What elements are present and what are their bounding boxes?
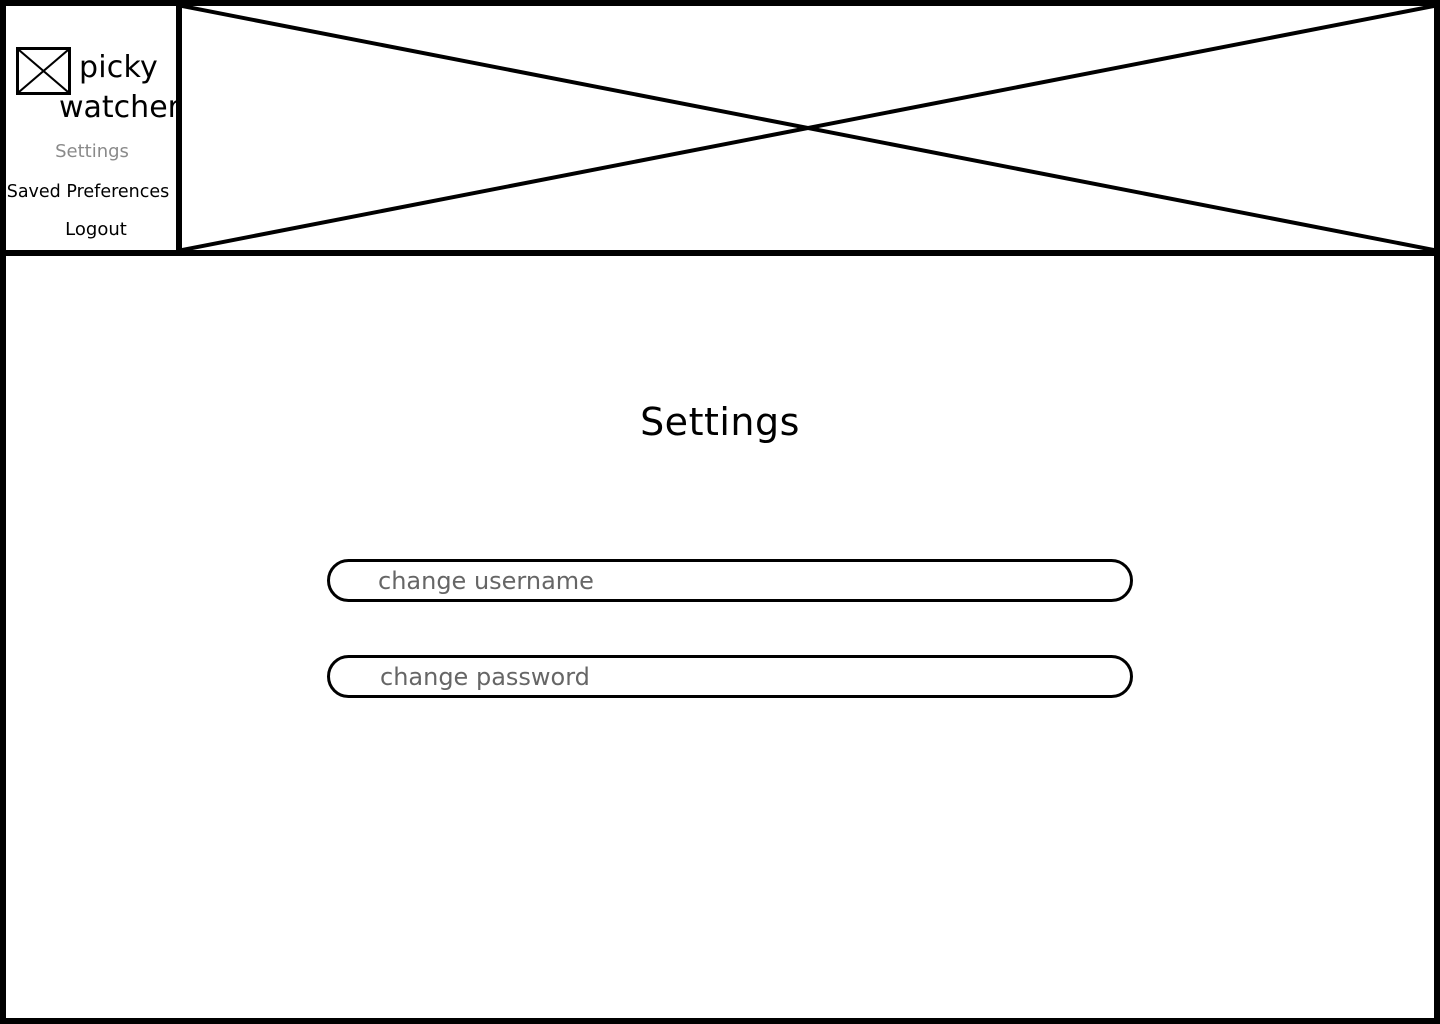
username-input[interactable]: [378, 562, 1098, 599]
sidebar-item-saved-preferences[interactable]: Saved Preferences: [6, 182, 170, 202]
password-field[interactable]: [327, 655, 1133, 698]
sidebar-item-settings[interactable]: Settings: [55, 141, 129, 162]
page-title: Settings: [640, 400, 800, 444]
header-divider: [0, 250, 1440, 256]
username-field[interactable]: [327, 559, 1133, 602]
brand-name-line-1: picky: [79, 50, 158, 85]
password-input[interactable]: [380, 658, 1100, 695]
image-placeholder-icon: [182, 6, 1434, 250]
banner-image-placeholder: [182, 6, 1434, 250]
sidebar-item-logout[interactable]: Logout: [65, 219, 127, 240]
sidebar-divider: [176, 0, 182, 253]
sidebar: picky watcher Settings Saved Preferences…: [6, 6, 180, 250]
image-placeholder-icon: [16, 47, 71, 95]
brand-name-line-2: watcher: [59, 90, 180, 125]
